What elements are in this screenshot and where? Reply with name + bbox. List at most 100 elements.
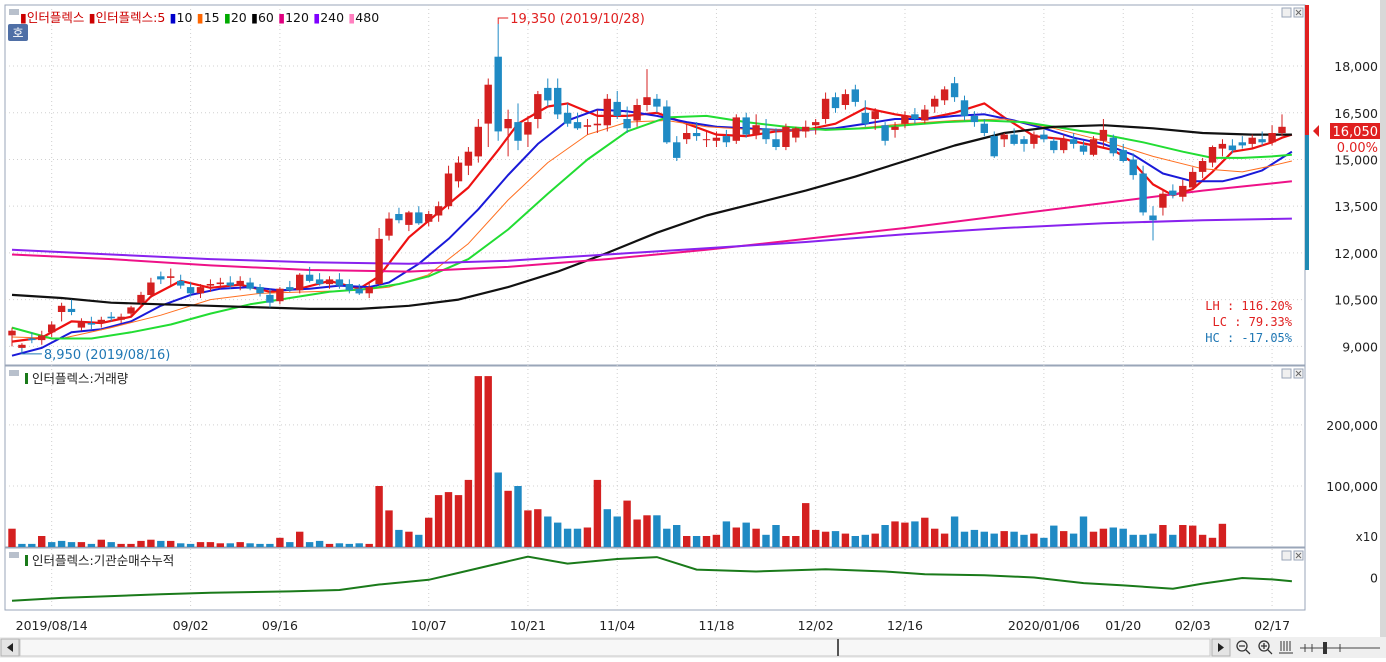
candle-body [425, 214, 433, 222]
volume-bar [67, 542, 76, 547]
candle-body [415, 212, 423, 224]
volume-bar [871, 533, 879, 547]
candle-body [742, 117, 750, 135]
candle-body [554, 87, 562, 115]
volume-bar [335, 543, 344, 547]
volume-bar [891, 521, 899, 547]
moving-average-lines [11, 102, 1293, 357]
candle-body [345, 284, 353, 291]
zoom-slider-handle[interactable] [1323, 642, 1327, 654]
volume-bar [573, 528, 582, 547]
candle-body [1278, 126, 1286, 133]
panel-collapse-icon[interactable] [9, 9, 19, 15]
legend-item: 480 [355, 10, 379, 25]
candle-body [1238, 142, 1246, 146]
zoom-in-icon[interactable] [1258, 640, 1273, 655]
legend-marker: ▮ [84, 10, 95, 25]
volume-bar [1129, 534, 1137, 547]
volume-bar [950, 516, 959, 547]
high-marker-line [497, 17, 509, 24]
volume-bars [8, 376, 1227, 547]
candle-body [206, 284, 215, 286]
scrollbar-thumb[interactable] [837, 639, 839, 656]
zoom-out-icon[interactable] [1236, 640, 1251, 655]
date-tick-label: 09/16 [262, 618, 298, 633]
candle-body [38, 335, 46, 341]
candle-body [980, 123, 988, 133]
candle-body [1258, 139, 1266, 143]
volume-bar [544, 516, 552, 547]
candle-body [613, 101, 621, 116]
volume-bar [484, 376, 492, 547]
bar-count-icon[interactable] [1279, 641, 1293, 654]
scrollbar-area[interactable] [19, 638, 1211, 657]
candle-body [871, 111, 879, 119]
candle-body [1139, 173, 1147, 213]
candle-body [246, 282, 254, 289]
volume-bar [18, 543, 26, 547]
candle-body [881, 125, 889, 141]
date-tick-label: 2019/08/14 [16, 618, 88, 633]
volume-bar [990, 533, 998, 547]
volume-bar [752, 528, 760, 547]
candle-body [643, 97, 651, 105]
volume-bar [97, 539, 105, 547]
y-axis-labels: 9,000 10,500 12,000 13,500 15,000 16,500 18,00… [1326, 59, 1378, 585]
volume-bar [1030, 533, 1038, 547]
candle-body [1129, 159, 1137, 176]
panel-collapse-icon[interactable] [9, 552, 19, 558]
legend-item: 240 [320, 10, 344, 25]
zoom-slider[interactable] [1300, 642, 1380, 654]
volume-bar [286, 542, 294, 547]
candle-body [1099, 129, 1108, 141]
candle-body [1089, 139, 1098, 155]
date-tick-label: 12/02 [798, 618, 834, 633]
volume-bar [474, 376, 482, 547]
volume-bar [415, 534, 423, 547]
volume-bar [425, 517, 433, 547]
volume-bar [1109, 527, 1117, 547]
mode-button[interactable] [8, 24, 28, 41]
candle-body [603, 98, 611, 126]
candle-body [673, 142, 681, 158]
candle-body [782, 126, 790, 147]
price-legend: ▮인터플렉스 ▮인터플렉스:5 ▮10 ▮15 ▮20 ▮60 ▮120 ▮24… [9, 9, 379, 25]
candle-body [18, 344, 26, 348]
price-tick-label: 16,500 [1334, 106, 1378, 121]
volume-bar [554, 522, 562, 547]
candle-body [186, 287, 195, 294]
volume-bar [881, 525, 889, 547]
volume-bar [1208, 537, 1217, 547]
volume-bar [1169, 534, 1177, 547]
volume-bar [683, 536, 691, 547]
candle-body [534, 94, 542, 119]
volume-bar [177, 543, 185, 547]
candle-body [1050, 140, 1058, 151]
candle-body [772, 139, 780, 147]
candle-body [1079, 145, 1088, 152]
volume-bar [742, 522, 750, 547]
high-annotation: 19,350 (2019/10/28) [497, 12, 645, 27]
candle-body [891, 126, 899, 130]
volume-bar [762, 534, 770, 547]
ma-60-line [11, 124, 1292, 310]
candle-body [57, 305, 66, 312]
candle-body [28, 338, 36, 341]
candle-body [812, 122, 820, 126]
candle-body [960, 100, 969, 116]
institution-panel-frame [4, 547, 1306, 611]
volume-bar [395, 529, 403, 547]
volume-bar [444, 492, 453, 547]
volume-bar [563, 528, 572, 547]
panel-maximize-icon[interactable] [1281, 368, 1292, 379]
horizontal-scrollbar[interactable] [0, 637, 1386, 658]
panel-maximize-icon[interactable] [1281, 7, 1292, 18]
legend-marker: ▮ [20, 10, 27, 25]
candle-body [990, 136, 998, 157]
candle-body [405, 212, 413, 225]
volume-bar [1179, 525, 1187, 547]
panel-maximize-icon[interactable] [1281, 550, 1292, 561]
volume-bar [167, 540, 175, 547]
panel-collapse-icon[interactable] [9, 370, 19, 376]
